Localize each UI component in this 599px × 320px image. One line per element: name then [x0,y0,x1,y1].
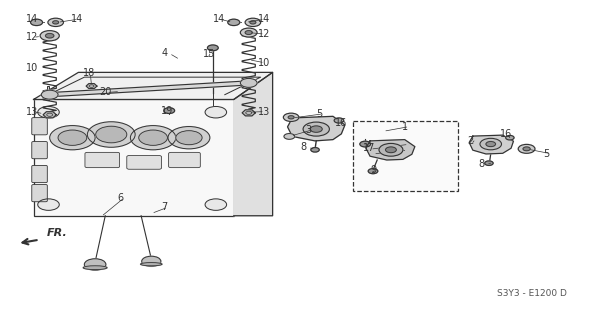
Text: S3Y3 - E1200 D: S3Y3 - E1200 D [497,289,567,298]
Text: 14: 14 [26,14,38,24]
Circle shape [142,256,161,267]
Text: 7: 7 [161,202,167,212]
Polygon shape [43,112,56,118]
Text: 14: 14 [71,14,83,24]
Circle shape [334,118,344,123]
Text: 2: 2 [467,136,473,146]
FancyBboxPatch shape [47,86,49,100]
Polygon shape [366,140,415,160]
Circle shape [84,259,106,270]
Text: 16: 16 [335,118,347,128]
FancyBboxPatch shape [85,152,120,168]
FancyBboxPatch shape [353,121,458,191]
Ellipse shape [83,266,107,270]
Polygon shape [234,72,273,216]
Text: 4: 4 [162,48,168,58]
FancyBboxPatch shape [32,118,47,135]
Circle shape [360,141,371,147]
Text: 13: 13 [258,107,270,116]
Circle shape [38,107,59,118]
Circle shape [87,122,135,147]
Polygon shape [34,72,273,100]
Text: 17: 17 [363,143,375,153]
Circle shape [96,126,127,143]
Text: 3: 3 [305,125,311,135]
Circle shape [131,125,176,150]
Circle shape [284,133,295,139]
Circle shape [41,90,58,99]
Polygon shape [49,81,249,97]
Text: 10: 10 [26,63,38,73]
Circle shape [506,135,514,140]
Text: 12: 12 [26,32,38,42]
Text: 19: 19 [161,106,173,116]
Circle shape [303,122,329,136]
Circle shape [311,148,319,152]
Circle shape [245,31,252,35]
Circle shape [53,21,59,24]
FancyBboxPatch shape [127,156,162,169]
Circle shape [240,28,257,37]
Text: 8: 8 [479,159,485,169]
Circle shape [40,31,59,41]
Circle shape [205,107,226,118]
Text: 9: 9 [370,164,376,174]
Polygon shape [242,110,255,116]
Circle shape [48,18,63,27]
FancyBboxPatch shape [32,141,47,159]
Text: 5: 5 [543,148,549,159]
Circle shape [31,19,43,26]
Text: 20: 20 [99,87,111,98]
Circle shape [240,78,257,87]
Circle shape [58,130,87,145]
Circle shape [38,199,59,210]
Text: 15: 15 [202,49,215,59]
Text: 16: 16 [500,129,512,139]
Circle shape [386,147,397,153]
Circle shape [50,125,95,150]
Circle shape [486,141,495,147]
Polygon shape [288,116,345,141]
Circle shape [480,138,501,150]
Text: 1: 1 [403,122,409,132]
Circle shape [250,21,256,24]
Circle shape [485,161,493,165]
Text: FR.: FR. [47,228,68,238]
Circle shape [379,143,403,156]
Circle shape [139,130,168,145]
Circle shape [207,45,218,51]
Circle shape [283,113,299,122]
Circle shape [46,34,54,38]
FancyBboxPatch shape [32,165,47,183]
Text: 5: 5 [316,109,322,119]
Circle shape [245,18,261,27]
Circle shape [310,126,322,132]
Text: 10: 10 [258,58,270,68]
Text: 14: 14 [213,14,225,24]
Polygon shape [86,84,97,89]
FancyBboxPatch shape [169,152,200,168]
Circle shape [228,19,240,26]
Text: 18: 18 [83,68,95,78]
Circle shape [168,126,210,149]
Circle shape [288,116,294,119]
Circle shape [176,131,202,145]
Text: 13: 13 [26,107,38,116]
Circle shape [518,144,535,153]
Text: 14: 14 [258,14,270,24]
Circle shape [164,108,174,114]
Circle shape [523,147,530,151]
Circle shape [205,199,226,210]
Polygon shape [469,135,513,154]
FancyBboxPatch shape [34,100,234,216]
Text: 8: 8 [301,142,307,152]
Text: 6: 6 [117,193,123,203]
FancyBboxPatch shape [32,185,47,202]
Ellipse shape [141,263,162,266]
Circle shape [368,169,378,174]
Text: 12: 12 [258,29,270,39]
